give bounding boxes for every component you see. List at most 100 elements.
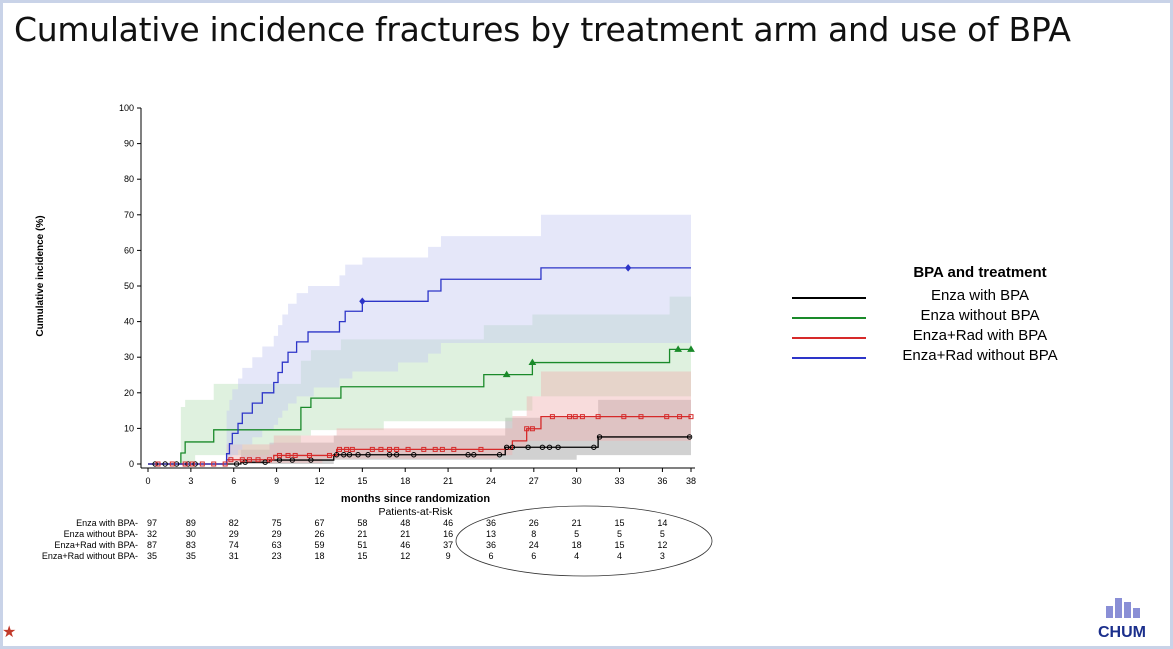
y-tick-label: 30 [124, 352, 134, 362]
series-line-2 [148, 416, 691, 465]
censor-marker [638, 414, 644, 420]
risk-cell: 51 [357, 540, 367, 550]
censor-marker [502, 370, 511, 378]
censor-marker [333, 452, 340, 458]
slide-title: Cumulative incidence fractures by treatm… [14, 10, 1071, 49]
risk-row-label: Enza with BPA- [76, 518, 138, 528]
risk-cell: 21 [400, 529, 410, 539]
risk-cell: 4 [617, 551, 622, 561]
risk-cell: 82 [229, 518, 239, 528]
censor-marker [189, 461, 195, 467]
censor-marker [211, 461, 217, 467]
censor-marker [369, 446, 375, 452]
risk-cell: 9 [446, 551, 451, 561]
censor-marker [496, 452, 503, 458]
risk-cell: 21 [572, 518, 582, 528]
risk-cell: 35 [186, 551, 196, 561]
risk-cell: 6 [488, 551, 493, 561]
risk-cell: 46 [400, 540, 410, 550]
censor-marker [386, 452, 393, 458]
confidence-band-0 [148, 399, 691, 464]
risk-cell: 29 [272, 529, 282, 539]
risk-cell: 29 [229, 529, 239, 539]
censor-marker [152, 461, 158, 467]
censor-marker [228, 457, 234, 463]
censor-marker [567, 414, 573, 420]
risk-cell: 16 [443, 529, 453, 539]
legend-title: BPA and treatment [913, 264, 1047, 281]
censor-marker [451, 446, 457, 452]
risk-cell: 67 [314, 518, 324, 528]
legend-swatch [792, 357, 866, 359]
risk-cell: 89 [186, 518, 196, 528]
x-tick-label: 12 [314, 476, 324, 486]
risk-cell: 87 [147, 540, 157, 550]
presenter-icon: ★ [2, 624, 17, 641]
censor-marker [579, 414, 585, 420]
censor-marker [359, 297, 366, 306]
y-tick-label: 90 [124, 139, 134, 149]
x-tick-label: 36 [657, 476, 667, 486]
censor-marker [155, 461, 161, 467]
censor-marker [233, 461, 240, 467]
confidence-band-1 [148, 296, 691, 464]
x-tick-label: 6 [231, 476, 236, 486]
risk-cell: 32 [147, 529, 157, 539]
censor-marker [378, 446, 384, 452]
y-tick-label: 100 [119, 103, 134, 113]
risk-cell: 4 [574, 551, 579, 561]
legend-swatch [792, 297, 866, 299]
censor-marker [674, 345, 683, 352]
legend-item-enzarad-with-bpa: Enza+Rad with BPA [790, 327, 1090, 347]
x-axis-label: months since randomization [341, 493, 490, 505]
x-tick-label: 38 [686, 476, 696, 486]
censor-marker [169, 461, 175, 467]
x-tick-label: 33 [615, 476, 625, 486]
censor-marker [432, 446, 438, 452]
censor-marker [621, 414, 627, 420]
censor-marker [524, 426, 530, 432]
y-tick-label: 50 [124, 281, 134, 291]
censor-marker [344, 446, 350, 452]
censor-marker [365, 452, 371, 458]
censor-marker [591, 444, 597, 450]
censor-marker [386, 446, 392, 452]
censor-marker [529, 426, 535, 432]
censor-marker [289, 457, 296, 463]
censor-marker [306, 452, 312, 458]
risk-cell: 5 [660, 529, 665, 539]
series-line-3 [148, 267, 691, 465]
highlight-ellipse [455, 505, 713, 577]
risk-cell: 21 [357, 529, 367, 539]
risk-cell: 12 [657, 540, 667, 550]
risk-cell: 24 [529, 540, 539, 550]
censor-marker [239, 457, 245, 463]
risk-cell: 13 [486, 529, 496, 539]
risk-cell: 5 [574, 529, 579, 539]
risk-table-title: Patients-at-Risk [378, 506, 453, 518]
legend-swatch [792, 337, 866, 339]
confidence-band-3 [148, 214, 691, 464]
censor-marker [687, 345, 695, 352]
risk-cell: 6 [531, 551, 536, 561]
risk-row-label: Enza+Rad with BPA- [54, 540, 138, 550]
risk-cell: 46 [443, 518, 453, 528]
legend-label: Enza with BPA [930, 287, 1030, 304]
risk-cell: 8 [531, 529, 536, 539]
censor-marker [346, 452, 353, 458]
risk-cell: 31 [229, 551, 239, 561]
censor-marker [326, 452, 332, 458]
x-tick-label: 0 [145, 476, 150, 486]
censor-marker [478, 446, 484, 452]
risk-cell: 48 [400, 518, 410, 528]
censor-marker [465, 452, 471, 458]
censor-marker [405, 446, 411, 452]
censor-marker [246, 457, 252, 463]
censor-marker [664, 414, 670, 420]
x-tick-label: 9 [274, 476, 279, 486]
risk-cell: 15 [615, 518, 625, 528]
y-tick-label: 10 [124, 423, 134, 433]
censor-marker [162, 461, 168, 467]
series-line-1 [148, 348, 691, 465]
